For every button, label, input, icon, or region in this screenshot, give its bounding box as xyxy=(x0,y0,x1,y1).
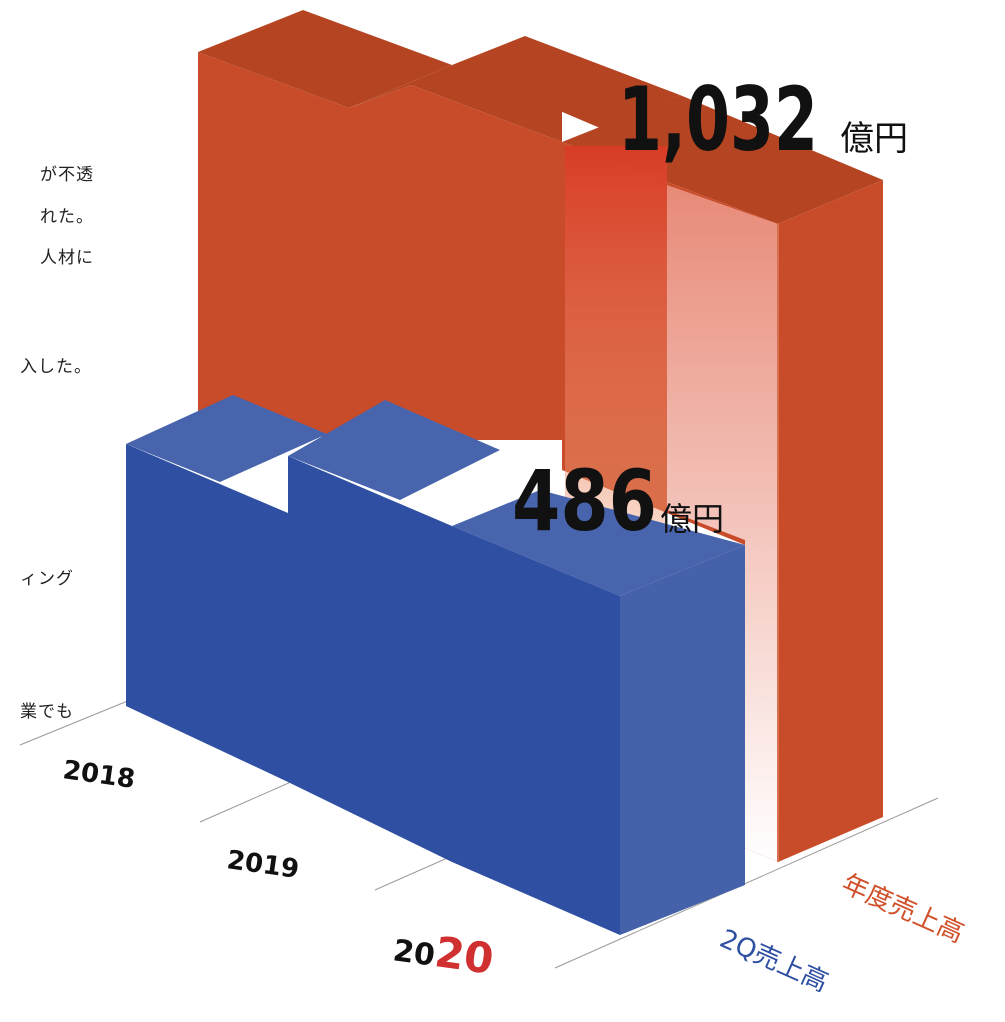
bar-annual-2018-front xyxy=(198,52,349,440)
side-text-line-4: 入した。 xyxy=(20,357,92,377)
side-text-line-6: 業でも xyxy=(20,702,74,722)
bar-2q-2020-side xyxy=(620,545,745,935)
annotation-annual-unit: 億円 xyxy=(840,119,908,159)
bar-2q-2020-front xyxy=(452,526,620,935)
floor-line-2019 xyxy=(199,777,301,823)
side-text-line-1: が不透 xyxy=(40,165,94,185)
bar-annual-2020-top xyxy=(562,95,883,224)
bar-annual-2020-glass xyxy=(667,185,778,862)
series-2q-bars xyxy=(126,395,745,935)
annotation-annual: 1,032 億円 xyxy=(618,68,908,171)
floor-line-front xyxy=(554,797,939,969)
bar-2q-2018-front xyxy=(126,444,288,782)
tick-label-2020-highlight: 20 xyxy=(432,927,497,984)
bar-annual-2019-top-back xyxy=(452,36,680,128)
bar-annual-2019-front xyxy=(349,85,562,440)
bar-2q-2018-top xyxy=(126,395,327,482)
bar-annual-2018-top xyxy=(198,10,452,108)
bar-annual-2019-top xyxy=(349,65,562,142)
floor-line-2018 xyxy=(19,699,131,746)
side-text-line-3: 人材に xyxy=(40,248,94,268)
annotation-2q-unit: 億円 xyxy=(660,500,724,538)
side-text-line-2: れた。 xyxy=(40,207,94,227)
bar-annual-2020-side xyxy=(778,180,883,862)
side-text-line-5: ィング xyxy=(20,569,74,589)
legend-2q: 2Q売上高 xyxy=(715,924,832,998)
tick-label-2018: 2018 xyxy=(61,755,137,795)
bar-2q-2019-front xyxy=(288,456,452,862)
annotation-2q-value: 486 xyxy=(512,452,657,550)
annotation-annual-value: 1,032 xyxy=(618,68,818,171)
tick-label-2020-prefix: 20 xyxy=(391,933,437,973)
tick-label-2020: 2020 xyxy=(391,921,497,983)
series-annual-bars xyxy=(198,10,883,862)
bar-2q-2020-top xyxy=(452,490,745,596)
legend-annual: 年度売上高 xyxy=(837,869,968,949)
bar-annual-2020-glow xyxy=(565,146,667,536)
tick-label-2019: 2019 xyxy=(225,845,301,885)
bar-2q-2019-top xyxy=(288,400,500,500)
annotation-2q: 486 億円 xyxy=(512,452,724,550)
